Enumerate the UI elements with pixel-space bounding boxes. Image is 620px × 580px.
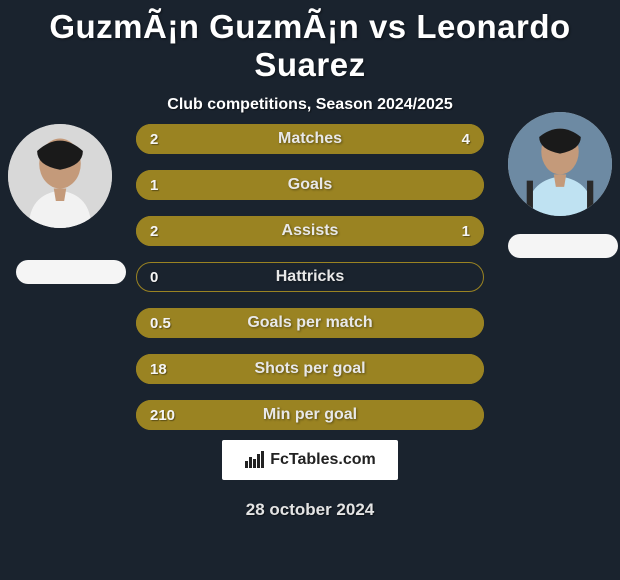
stat-bar-fill-left xyxy=(136,170,484,200)
vs-label: vs xyxy=(369,8,407,45)
player2-chip xyxy=(508,234,618,258)
stat-bar-fill-left xyxy=(136,400,484,430)
stat-row: 210Min per goal xyxy=(136,400,484,430)
stat-value-left: 2 xyxy=(150,216,158,246)
stat-value-left: 18 xyxy=(150,354,167,384)
comparison-title: GuzmÃ¡n GuzmÃ¡n vs Leonardo Suarez xyxy=(0,0,620,84)
stat-row: 0.5Goals per match xyxy=(136,308,484,338)
stat-row: 1Goals xyxy=(136,170,484,200)
stat-value-left: 210 xyxy=(150,400,175,430)
stat-value-left: 1 xyxy=(150,170,158,200)
stat-bar-fill-left xyxy=(136,216,368,246)
stat-bar-fill-left xyxy=(136,308,484,338)
stat-value-left: 2 xyxy=(150,124,158,154)
stat-bar-fill-left xyxy=(136,354,484,384)
stat-bar-track xyxy=(136,262,484,292)
stat-value-right: 4 xyxy=(462,124,470,154)
stat-row: 24Matches xyxy=(136,124,484,154)
stat-bars: 24Matches1Goals21Assists0Hattricks0.5Goa… xyxy=(136,124,484,446)
stat-row: 21Assists xyxy=(136,216,484,246)
brand-badge: FcTables.com xyxy=(222,440,398,480)
stat-value-left: 0 xyxy=(150,262,158,292)
date-label: 28 october 2024 xyxy=(0,500,620,520)
player2-avatar xyxy=(508,112,612,216)
player1-name: GuzmÃ¡n GuzmÃ¡n xyxy=(49,8,359,45)
stat-value-right: 1 xyxy=(462,216,470,246)
stat-row: 0Hattricks xyxy=(136,262,484,292)
subtitle: Club competitions, Season 2024/2025 xyxy=(0,96,620,114)
brand-icon xyxy=(244,451,266,469)
player1-chip xyxy=(16,260,126,284)
stat-bar-fill-right xyxy=(252,124,484,154)
stat-value-left: 0.5 xyxy=(150,308,171,338)
player1-avatar xyxy=(8,124,112,228)
stat-row: 18Shots per goal xyxy=(136,354,484,384)
brand-text: FcTables.com xyxy=(270,451,376,469)
